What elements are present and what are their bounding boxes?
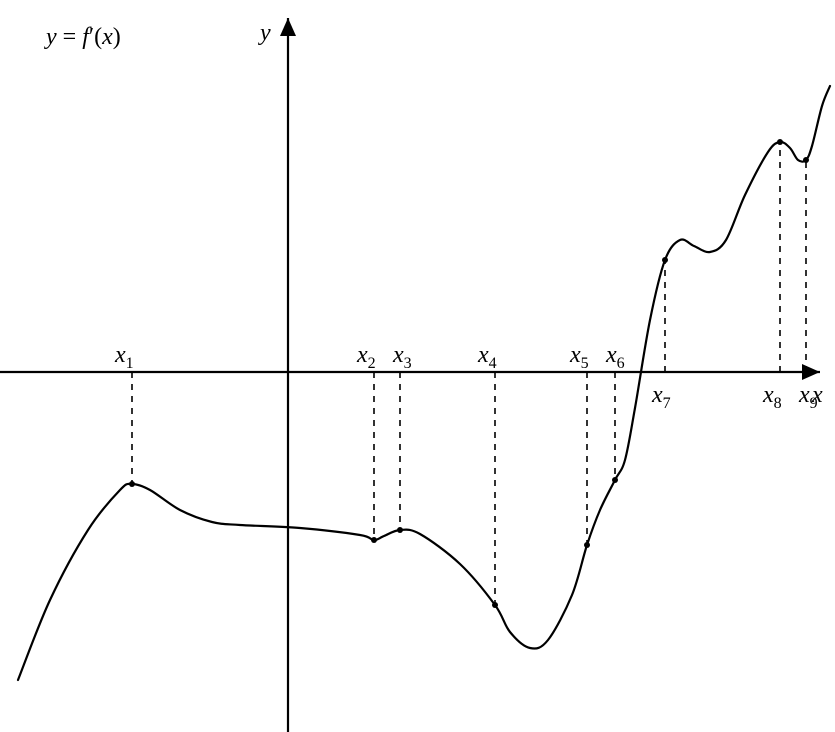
label-x7: x7 xyxy=(651,382,671,412)
label-x4: x4 xyxy=(477,342,497,372)
label-x6: x6 xyxy=(605,342,625,372)
label-x3: x3 xyxy=(392,342,412,372)
y-axis-arrow xyxy=(280,18,296,36)
point-x3 xyxy=(397,527,403,533)
chart-svg: yxy = f′(x)x1x2x3x4x5x6x7x8x9 xyxy=(0,0,835,732)
point-x5 xyxy=(584,542,590,548)
label-x8: x8 xyxy=(762,382,782,412)
point-x7 xyxy=(662,257,668,263)
point-x6 xyxy=(612,477,618,483)
y-axis-label: y xyxy=(258,20,271,46)
curve xyxy=(18,86,830,680)
derivative-graph: yxy = f′(x)x1x2x3x4x5x6x7x8x9 xyxy=(0,0,835,732)
point-x4 xyxy=(492,602,498,608)
point-x2 xyxy=(371,537,377,543)
point-x9 xyxy=(803,157,809,163)
label-x5: x5 xyxy=(569,342,589,372)
x-axis-arrow xyxy=(802,364,820,380)
label-x1: x1 xyxy=(114,342,134,372)
point-x8 xyxy=(777,139,783,145)
point-x1 xyxy=(129,481,135,487)
chart-title: y = f′(x) xyxy=(44,24,121,50)
label-x2: x2 xyxy=(356,342,376,372)
